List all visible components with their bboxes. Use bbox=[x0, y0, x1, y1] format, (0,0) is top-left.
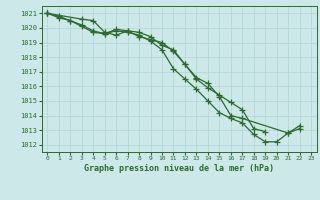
X-axis label: Graphe pression niveau de la mer (hPa): Graphe pression niveau de la mer (hPa) bbox=[84, 164, 274, 173]
